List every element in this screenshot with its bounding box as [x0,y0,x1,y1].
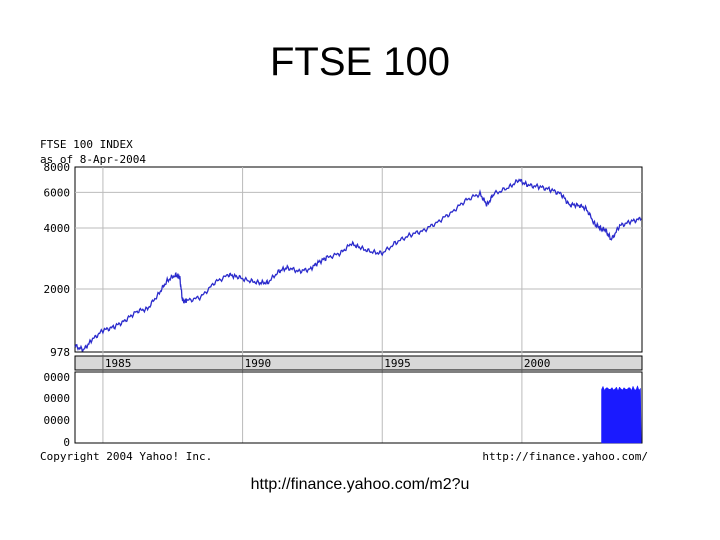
volume-plot-area [74,371,643,444]
volume-y-tick-label: 0000 [44,414,71,427]
y-tick-label: 4000 [44,222,71,235]
x-tick-label: 1995 [384,357,411,370]
source-url-caption: http://finance.yahoo.com/m2?u [250,476,470,493]
price-plot-area [74,166,643,353]
slide-title: FTSE 100 [269,40,451,84]
y-tick-label: 6000 [44,186,71,199]
volume-bars [601,385,642,444]
chart-subtitle: as of 8-Apr-2004 [40,153,146,166]
volume-y-tick-label: 0000 [44,392,71,405]
chart-source: http://finance.yahoo.com/ [482,450,648,463]
x-tick-label: 2000 [524,357,551,370]
date-band [74,355,643,371]
ftse-index-line [74,178,642,352]
volume-y-tick-label: 0000 [44,371,71,384]
price-panel: 978 2000 4000 6000 8000 1985 1990 1995 2000 [44,161,643,443]
y-tick-label: 978 [50,346,70,359]
x-tick-label: 1990 [245,357,272,370]
y-tick-label: 8000 [44,161,71,174]
x-tick-label: 1985 [105,357,131,370]
y-tick-label: 2000 [44,283,71,296]
chart-copyright: Copyright 2004 Yahoo! Inc. [40,450,212,463]
chart-title: FTSE 100 INDEX [40,138,133,151]
volume-y-tick-label: 0 [63,436,70,449]
